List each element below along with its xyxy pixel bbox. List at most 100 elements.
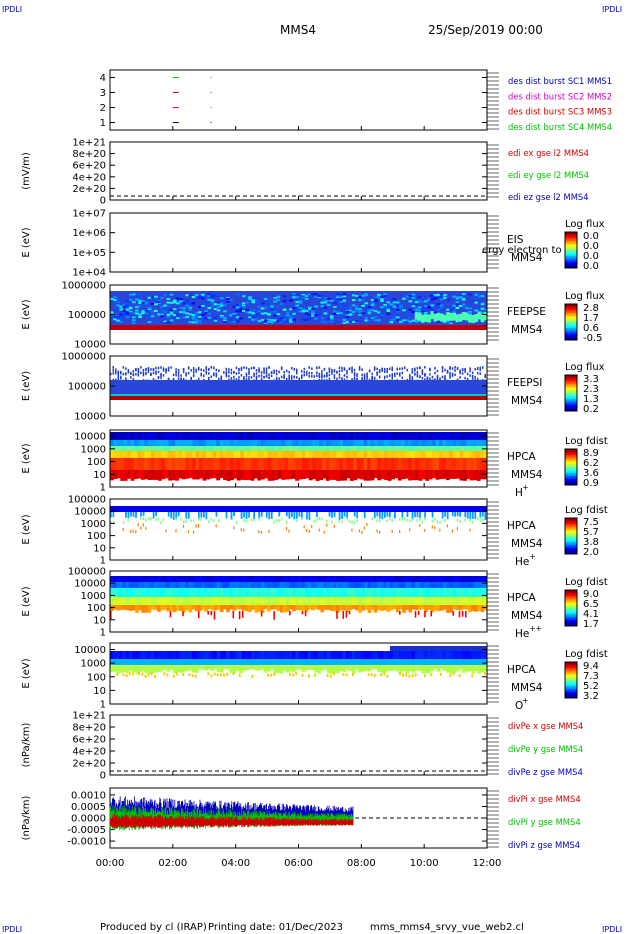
spectrogram-cell <box>433 651 438 659</box>
y-tick-label: 0.0005 <box>71 802 106 813</box>
spectrogram-cell <box>248 372 250 375</box>
spectrogram-cell <box>461 506 465 512</box>
spectrogram-cell <box>291 432 296 440</box>
spectrogram-cell <box>326 519 328 523</box>
spectrogram-cell <box>166 301 171 304</box>
spectrogram-cell <box>391 529 393 533</box>
spectrogram-cell <box>384 432 389 440</box>
spectrogram-cell <box>130 376 132 379</box>
spectrogram-cell <box>241 295 246 298</box>
spectrogram-cell <box>424 659 428 665</box>
spectrogram-cell <box>175 432 180 440</box>
spectrogram-cell <box>414 506 418 512</box>
spectrogram-cell <box>282 588 287 597</box>
spectrogram-cell <box>160 315 164 318</box>
spectrogram-cell <box>197 665 202 670</box>
spectrogram-cell <box>154 446 159 451</box>
spectrogram-cell <box>442 470 447 479</box>
spectrogram-cell <box>223 659 227 665</box>
spectrogram-cell <box>411 512 414 520</box>
spectrogram-cell <box>276 576 281 582</box>
spectrogram-cell <box>395 316 400 319</box>
spectrogram-cell <box>469 446 474 451</box>
spectrogram-cell <box>226 597 230 605</box>
spectrogram-cell <box>381 368 383 371</box>
colorbar-title: Log fdist <box>565 649 608 660</box>
spectrogram-cell <box>414 582 419 588</box>
spectrogram-cell <box>207 588 212 597</box>
spectrogram-cell <box>373 506 377 512</box>
spectrogram-cell <box>270 512 273 519</box>
spectrogram-cell <box>345 673 348 677</box>
spectrogram-cell <box>471 665 475 674</box>
spectrogram-cell <box>360 470 365 480</box>
spectrogram-cell <box>333 319 337 322</box>
spectrogram-cell <box>110 611 112 620</box>
spectrogram-cell <box>405 605 409 611</box>
spectrogram-cell <box>160 605 164 611</box>
spectrogram-cell <box>137 506 141 512</box>
spectrogram-cell <box>380 296 384 299</box>
spectrogram-cell <box>251 318 256 321</box>
spectrogram-cell <box>223 576 227 582</box>
spectrogram-cell <box>144 470 149 480</box>
spectrogram-cell <box>160 659 164 665</box>
spectrogram-cell <box>295 451 299 458</box>
spectrogram-cell <box>466 446 471 451</box>
spectrogram-cell <box>314 314 318 317</box>
spectrogram-cell <box>411 506 415 512</box>
spectrogram-cell <box>454 366 456 369</box>
spectrogram-cell <box>157 588 161 597</box>
spectrogram-cell <box>215 368 218 372</box>
spectrogram-cell <box>326 375 328 378</box>
spectrogram-cell <box>135 295 139 298</box>
spectrogram-cell <box>116 432 121 440</box>
spectrogram-cell <box>245 319 249 322</box>
spectrogram-cell <box>314 651 318 659</box>
spectrogram-cell <box>248 297 252 300</box>
spectrogram-cell <box>436 320 441 323</box>
spectrogram-cell <box>213 303 218 306</box>
instrument-label: EIS <box>507 234 524 246</box>
spectrogram-cell <box>254 605 259 613</box>
spectrogram-cell <box>153 674 156 678</box>
legend-entry: divPi z gse MMS4 <box>508 840 580 850</box>
spectrogram-cell <box>320 306 325 309</box>
spectrogram-cell <box>474 665 479 671</box>
colorbar-segment <box>565 677 577 679</box>
spectrogram-cell <box>367 451 371 458</box>
spectrogram-cell <box>144 665 149 674</box>
spectrogram-cell <box>120 432 125 440</box>
spectrogram-cell <box>128 659 133 665</box>
spectrogram-cell <box>343 451 347 458</box>
spectrogram-cell <box>137 373 140 377</box>
spectrogram-cell <box>131 665 136 673</box>
spectrogram-cell <box>135 605 139 613</box>
spectrogram-cell <box>128 651 133 659</box>
spectrogram-cell <box>182 370 185 374</box>
spectrogram-cell <box>363 378 366 381</box>
spectrogram-cell <box>312 440 317 446</box>
spectrogram-cell <box>421 659 425 665</box>
spectrogram-cell <box>373 588 378 597</box>
spectrogram-cell <box>342 299 347 302</box>
spectrogram-cell <box>241 659 246 665</box>
spectrogram-cell <box>235 576 240 582</box>
spectrogram-cell <box>245 309 249 312</box>
spectrogram-cell <box>355 605 359 611</box>
spectrogram-cell <box>185 372 187 375</box>
spectrogram-cell <box>421 651 425 659</box>
spectrogram-cell <box>119 582 124 588</box>
spectrogram-cell <box>329 588 334 597</box>
spectrogram-cell <box>219 297 224 300</box>
spectrogram-cell <box>142 371 145 375</box>
spectrogram-cell <box>194 582 199 588</box>
spectrogram-cell <box>147 432 152 440</box>
spectrogram-cell <box>204 576 208 582</box>
spectrogram-cell <box>200 518 202 522</box>
spectrogram-cell <box>210 597 215 605</box>
spectrogram-cell <box>238 303 243 306</box>
spectrogram-cell <box>163 665 168 670</box>
spectrogram-cell <box>254 298 259 301</box>
spectrogram-cell <box>361 588 365 597</box>
